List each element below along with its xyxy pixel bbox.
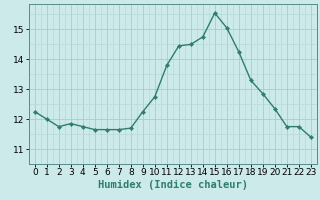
X-axis label: Humidex (Indice chaleur): Humidex (Indice chaleur) bbox=[98, 180, 248, 190]
